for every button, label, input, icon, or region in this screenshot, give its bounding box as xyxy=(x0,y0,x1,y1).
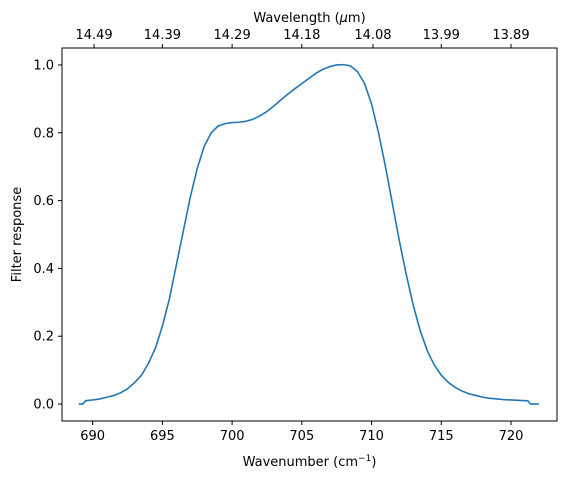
y-tick-label: 1.0 xyxy=(33,58,54,73)
x-tick-label: 690 xyxy=(80,429,105,444)
top-tick-label: 14.29 xyxy=(214,28,251,43)
x-tick-label: 705 xyxy=(289,429,314,444)
top-axis-title: Wavelength (μm) xyxy=(253,11,365,26)
x-axis-title-close: ) xyxy=(371,455,376,470)
y-axis-title: Filter response xyxy=(10,187,25,282)
top-tick-label: 13.89 xyxy=(492,28,529,43)
series-line-0 xyxy=(78,63,539,405)
ticks-layer: 690 695 700 705 710 715 720 0.0 0.2 0.4 0.6 0.8 1.0 1… xyxy=(33,28,529,444)
x-axis-title-exponent: −1 xyxy=(358,454,371,464)
x-tick-label: 700 xyxy=(220,429,245,444)
series-layer xyxy=(78,63,539,405)
x-tick-label: 710 xyxy=(359,429,384,444)
y-tick-label: 0.8 xyxy=(33,126,54,141)
top-axis-title-mu: μ xyxy=(339,11,348,26)
y-tick-label: 0.6 xyxy=(33,194,54,209)
x-tick-label: 695 xyxy=(150,429,175,444)
x-tick-label: 715 xyxy=(429,429,454,444)
top-tick-label: 14.49 xyxy=(75,28,112,43)
top-tick-label: 14.08 xyxy=(354,28,391,43)
top-tick-label: 13.99 xyxy=(423,28,460,43)
y-tick-label: 0.2 xyxy=(33,330,54,345)
top-tick-label: 14.18 xyxy=(283,28,320,43)
top-axis-title-prefix: Wavelength ( xyxy=(253,11,339,26)
top-axis-title-suffix: m) xyxy=(348,11,366,26)
top-tick-label: 14.39 xyxy=(144,28,181,43)
axes-frame xyxy=(61,47,558,422)
y-tick-label: 0.4 xyxy=(33,262,54,277)
x-axis-title: Wavenumber (cm−1) xyxy=(243,454,377,470)
x-axis-title-main: Wavenumber (cm xyxy=(243,455,358,470)
y-tick-label: 0.0 xyxy=(33,398,54,413)
x-tick-label: 720 xyxy=(499,429,524,444)
